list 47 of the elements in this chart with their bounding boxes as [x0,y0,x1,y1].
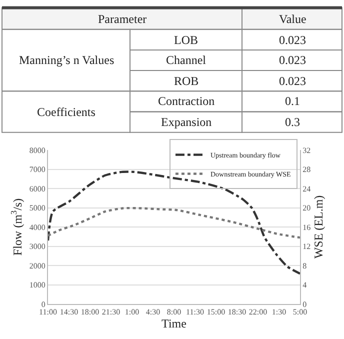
text: Contraction [158,94,215,108]
y2-tick-label: 4 [302,280,307,290]
x-tick-label: 18:30 [228,308,246,317]
y2-tick-label: 0 [302,300,307,309]
x-tick-label: 1:00 [124,308,140,317]
x-tick-label: 5:00 [292,308,308,317]
x-tick-label: 21:30 [102,308,120,317]
text: 0.1 [285,94,300,108]
y2-tick-label: 8 [302,261,307,270]
text: Value [279,12,306,26]
text: 0.3 [285,115,300,129]
y-tick-label: 2000 [29,261,46,270]
text: Expansion [161,115,212,129]
text: 0.023 [279,33,306,47]
y-tick-label: 4000 [29,222,46,232]
text: Parameter [98,12,147,26]
y-tick-label: 3000 [29,242,46,252]
y-tick-label: 1000 [29,280,46,290]
y-tick-label: 5000 [29,204,46,213]
y2-tick-label: 12 [302,242,311,252]
text: 0.023 [279,53,306,67]
y-tick-label: 7000 [29,165,46,174]
x-tick-label: 1:30 [272,308,286,317]
x-tick-label: 14:30 [60,308,78,317]
text: LOB [174,33,198,47]
y2-tick-label: 24 [302,184,311,194]
y2-tick-label: 16 [302,222,311,232]
x-tick-label: 15:00 [206,308,226,317]
text: Manning’s n Values [19,53,114,67]
text: 0.023 [279,74,306,88]
x-tick-label: 18:00 [80,308,100,317]
y-tick-label: 8000 [29,146,46,155]
y2-tick-label: 20 [302,204,311,213]
x-tick-label: 11:00 [39,308,57,317]
y-tick-label: 6000 [29,184,46,194]
y2-axis-title: WSE (EL.m) [312,195,326,259]
x-tick-label: 22:00 [248,308,268,317]
x-axis-title: Time [162,316,186,331]
text: Coefficients [37,105,96,119]
x-tick-label: 8:00 [166,308,182,317]
x-tick-label: 4:30 [146,308,160,317]
y-tick-label: 0 [41,300,46,309]
x-tick-label: 11:30 [186,308,204,317]
text: ROB [174,74,199,88]
y2-tick-label: 32 [302,146,311,155]
y2-tick-label: 28 [302,165,311,174]
text: Channel [166,53,207,67]
